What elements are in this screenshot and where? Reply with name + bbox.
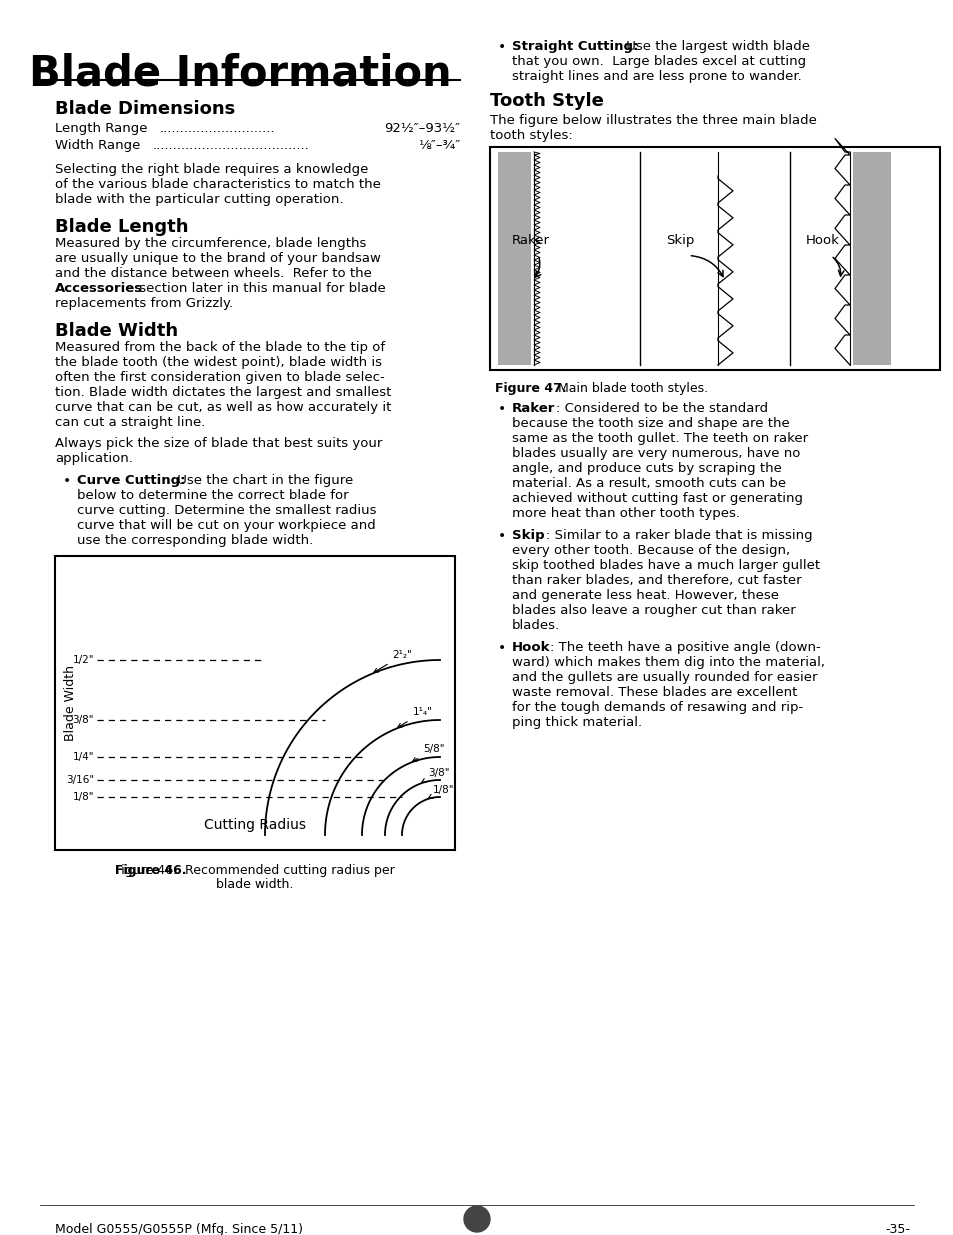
- Text: 3/8": 3/8": [421, 767, 449, 783]
- Text: than raker blades, and therefore, cut faster: than raker blades, and therefore, cut fa…: [512, 574, 801, 587]
- Text: Raker: Raker: [511, 233, 549, 247]
- Text: Width Range: Width Range: [55, 140, 140, 152]
- Text: The figure below illustrates the three main blade: The figure below illustrates the three m…: [490, 114, 816, 127]
- Text: Model G0555/G0555P (Mfg. Since 5/11): Model G0555/G0555P (Mfg. Since 5/11): [55, 1223, 303, 1235]
- Text: Use the largest width blade: Use the largest width blade: [621, 40, 809, 53]
- Text: every other tooth. Because of the design,: every other tooth. Because of the design…: [512, 543, 789, 557]
- Text: •: •: [497, 641, 506, 655]
- Bar: [497, 152, 531, 366]
- Text: and the distance between wheels.  Refer to the: and the distance between wheels. Refer t…: [55, 267, 372, 280]
- Text: : Similar to a raker blade that is missing: : Similar to a raker blade that is missi…: [545, 529, 812, 542]
- Bar: [852, 152, 890, 366]
- Text: curve that can be cut, as well as how accurately it: curve that can be cut, as well as how ac…: [55, 401, 391, 414]
- Text: Accessories: Accessories: [55, 282, 143, 295]
- Text: Cutting Radius: Cutting Radius: [204, 818, 306, 832]
- Text: for the tough demands of resawing and rip-: for the tough demands of resawing and ri…: [512, 701, 802, 714]
- Text: 1/8": 1/8": [72, 792, 94, 802]
- Text: 5/8": 5/8": [412, 745, 444, 762]
- Text: •: •: [497, 403, 506, 416]
- Text: 92½″–93½″: 92½″–93½″: [383, 122, 459, 135]
- Text: Figure 47.: Figure 47.: [495, 382, 566, 395]
- Text: below to determine the correct blade for: below to determine the correct blade for: [77, 489, 348, 501]
- Text: : The teeth have a positive angle (down-: : The teeth have a positive angle (down-: [550, 641, 820, 655]
- Text: Hook: Hook: [512, 641, 550, 655]
- Text: •: •: [497, 529, 506, 543]
- Text: of the various blade characteristics to match the: of the various blade characteristics to …: [55, 178, 380, 191]
- Text: curve cutting. Determine the smallest radius: curve cutting. Determine the smallest ra…: [77, 504, 376, 517]
- Text: achieved without cutting fast or generating: achieved without cutting fast or generat…: [512, 492, 802, 505]
- Text: Always pick the size of blade that best suits your: Always pick the size of blade that best …: [55, 437, 382, 450]
- Text: Hook: Hook: [805, 233, 839, 247]
- Text: Length Range: Length Range: [55, 122, 148, 135]
- Text: Measured by the circumference, blade lengths: Measured by the circumference, blade len…: [55, 237, 366, 249]
- Bar: [490, 147, 939, 370]
- Text: Blade Dimensions: Blade Dimensions: [55, 100, 235, 119]
- Text: 1/2": 1/2": [72, 655, 94, 664]
- Text: application.: application.: [55, 452, 132, 466]
- Text: that you own.  Large blades excel at cutting: that you own. Large blades excel at cutt…: [512, 56, 805, 68]
- Text: curve that will be cut on your workpiece and: curve that will be cut on your workpiece…: [77, 519, 375, 532]
- Text: and generate less heat. However, these: and generate less heat. However, these: [512, 589, 779, 601]
- Text: material. As a result, smooth cuts can be: material. As a result, smooth cuts can b…: [512, 477, 785, 490]
- Text: blades.: blades.: [512, 619, 559, 632]
- Text: blade with the particular cutting operation.: blade with the particular cutting operat…: [55, 193, 343, 206]
- Text: can cut a straight line.: can cut a straight line.: [55, 416, 205, 429]
- Text: angle, and produce cuts by scraping the: angle, and produce cuts by scraping the: [512, 462, 781, 475]
- Text: Blade Length: Blade Length: [55, 219, 189, 236]
- Text: Selecting the right blade requires a knowledge: Selecting the right blade requires a kno…: [55, 163, 368, 177]
- Text: and the gullets are usually rounded for easier: and the gullets are usually rounded for …: [512, 671, 817, 684]
- Bar: [55, 556, 455, 850]
- Text: skip toothed blades have a much larger gullet: skip toothed blades have a much larger g…: [512, 559, 820, 572]
- Text: Skip: Skip: [512, 529, 544, 542]
- Text: blades also leave a rougher cut than raker: blades also leave a rougher cut than rak…: [512, 604, 795, 618]
- Text: Use the chart in the figure: Use the chart in the figure: [172, 474, 353, 487]
- Text: Raker: Raker: [512, 403, 555, 415]
- Text: •: •: [63, 474, 71, 488]
- Text: 3/8": 3/8": [72, 715, 94, 725]
- Text: blade width.: blade width.: [216, 878, 294, 890]
- Text: Tooth Style: Tooth Style: [490, 91, 603, 110]
- Text: ......................................: ......................................: [152, 140, 310, 152]
- Text: ⅛″–¾″: ⅛″–¾″: [417, 140, 459, 152]
- Text: often the first consideration given to blade selec-: often the first consideration given to b…: [55, 370, 384, 384]
- Text: the blade tooth (the widest point), blade width is: the blade tooth (the widest point), blad…: [55, 356, 381, 369]
- Text: straight lines and are less prone to wander.: straight lines and are less prone to wan…: [512, 70, 801, 83]
- Text: Figure 46.: Figure 46.: [115, 864, 186, 877]
- Text: Curve Cutting:: Curve Cutting:: [77, 474, 185, 487]
- Text: : Considered to be the standard: : Considered to be the standard: [556, 403, 767, 415]
- Text: 3/16": 3/16": [66, 776, 94, 785]
- Text: Blade Information: Blade Information: [29, 52, 451, 94]
- Text: more heat than other tooth types.: more heat than other tooth types.: [512, 508, 740, 520]
- Text: 1/4": 1/4": [72, 752, 94, 762]
- Text: ward) which makes them dig into the material,: ward) which makes them dig into the mate…: [512, 656, 824, 669]
- Text: replacements from Grizzly.: replacements from Grizzly.: [55, 296, 233, 310]
- Text: same as the tooth gullet. The teeth on raker: same as the tooth gullet. The teeth on r…: [512, 432, 807, 445]
- Text: 1¹₄": 1¹₄": [397, 708, 432, 727]
- Circle shape: [463, 1207, 490, 1233]
- Text: Blade Width: Blade Width: [55, 322, 178, 340]
- Text: Main blade tooth styles.: Main blade tooth styles.: [554, 382, 707, 395]
- Text: section later in this manual for blade: section later in this manual for blade: [135, 282, 385, 295]
- Text: tion. Blade width dictates the largest and smallest: tion. Blade width dictates the largest a…: [55, 387, 391, 399]
- Text: waste removal. These blades are excellent: waste removal. These blades are excellen…: [512, 685, 797, 699]
- Text: 1/8": 1/8": [427, 785, 454, 799]
- Text: blades usually are very numerous, have no: blades usually are very numerous, have n…: [512, 447, 800, 459]
- Text: ............................: ............................: [160, 122, 275, 135]
- Text: Blade Width: Blade Width: [65, 664, 77, 741]
- Text: Straight Cutting:: Straight Cutting:: [512, 40, 638, 53]
- Text: are usually unique to the brand of your bandsaw: are usually unique to the brand of your …: [55, 252, 380, 266]
- Text: ping thick material.: ping thick material.: [512, 716, 641, 729]
- Text: 2¹₂": 2¹₂": [374, 651, 412, 672]
- Text: Figure 46.  Recommended cutting radius per: Figure 46. Recommended cutting radius pe…: [115, 864, 395, 877]
- Text: Measured from the back of the blade to the tip of: Measured from the back of the blade to t…: [55, 341, 385, 354]
- Text: -35-: -35-: [884, 1223, 909, 1235]
- Text: Skip: Skip: [665, 233, 694, 247]
- Text: tooth styles:: tooth styles:: [490, 128, 572, 142]
- Text: use the corresponding blade width.: use the corresponding blade width.: [77, 534, 313, 547]
- Text: •: •: [497, 40, 506, 54]
- Text: because the tooth size and shape are the: because the tooth size and shape are the: [512, 417, 789, 430]
